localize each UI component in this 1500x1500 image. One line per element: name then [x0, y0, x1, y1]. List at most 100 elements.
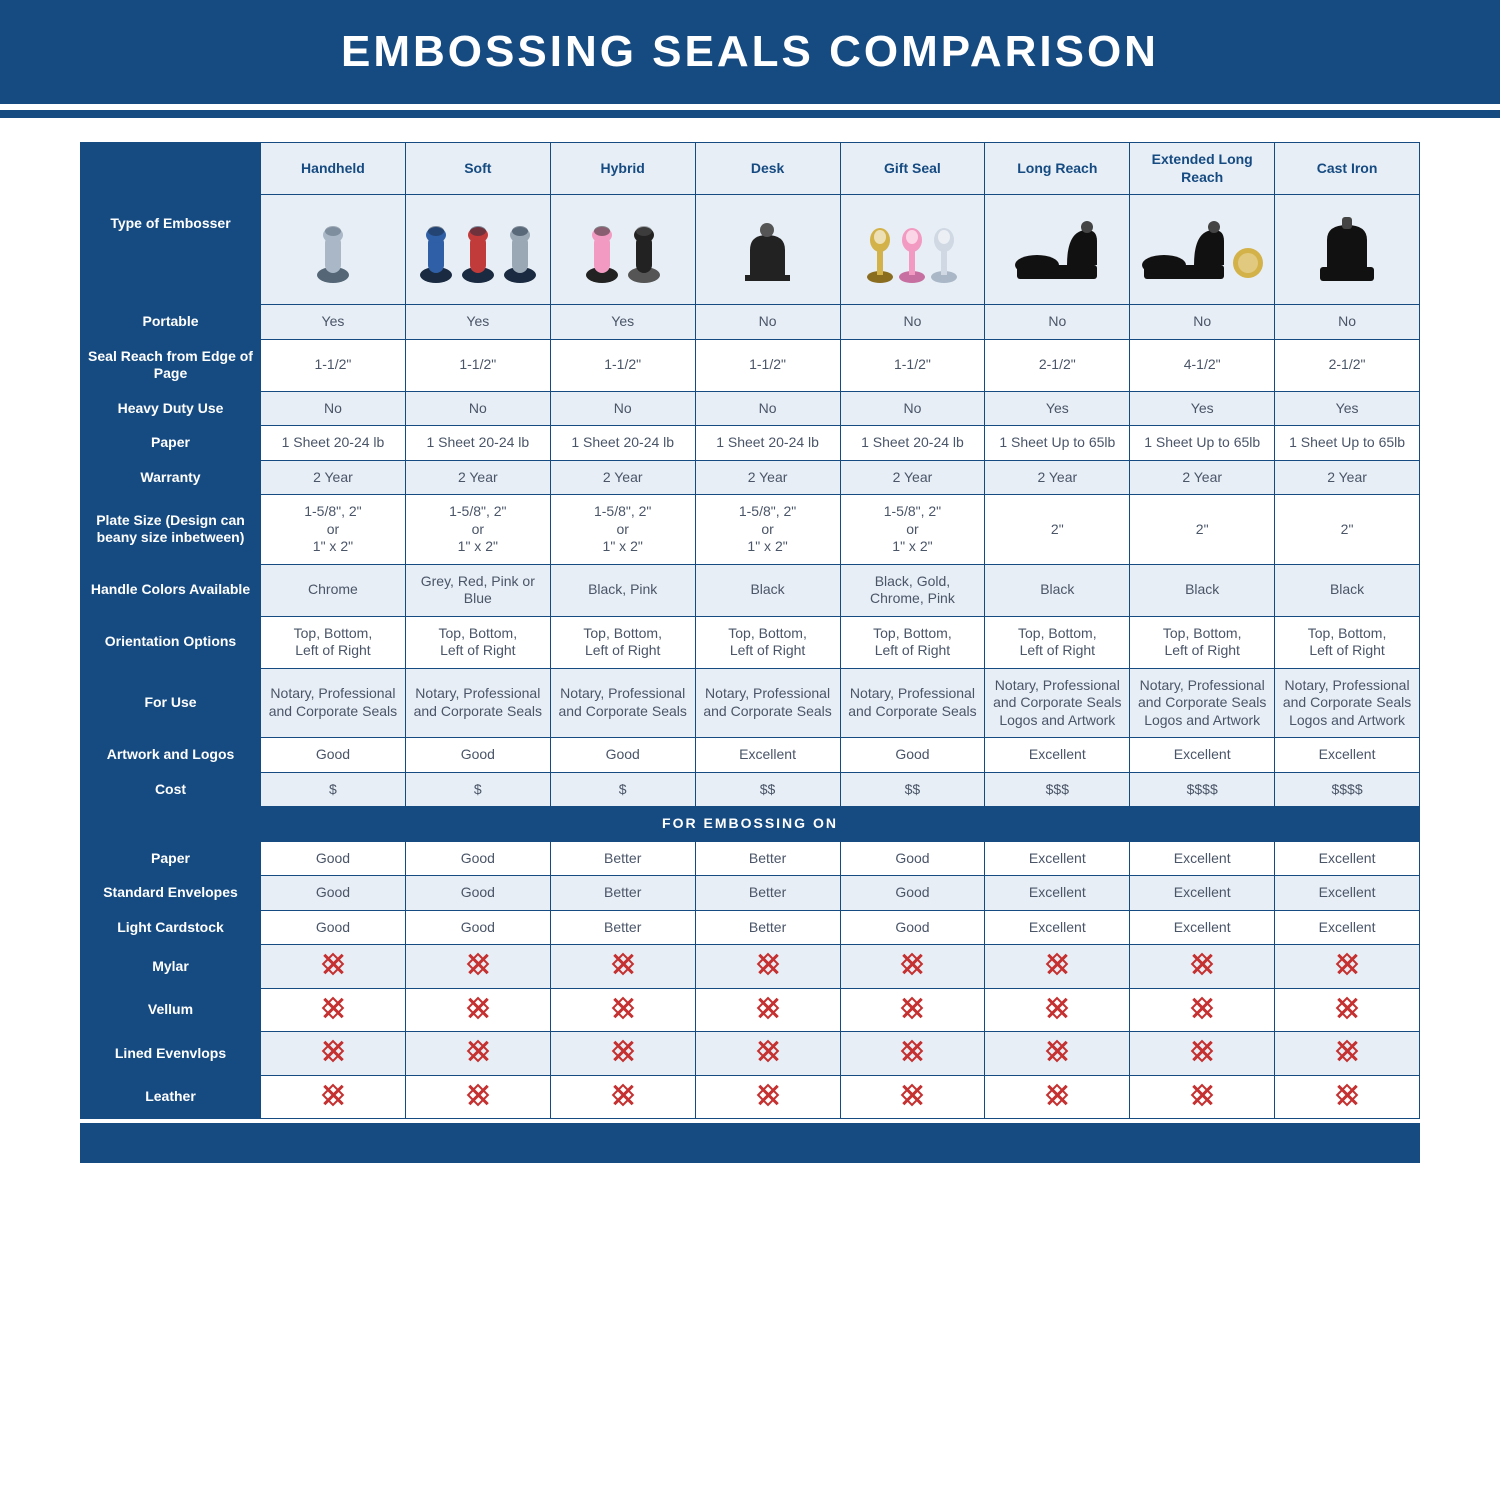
data-cell: Black [1275, 564, 1420, 616]
data-cell: Top, Bottom,Left of Right [1275, 616, 1420, 668]
data-cell: Black, Gold, Chrome, Pink [840, 564, 985, 616]
data-cell: Top, Bottom,Left of Right [985, 616, 1130, 668]
data-cell: No [405, 391, 550, 426]
column-header-row: Type of Embosser Handheld Soft Hybrid De… [81, 143, 1420, 195]
data-cell [985, 945, 1130, 989]
data-cell: $$$$ [1130, 772, 1275, 807]
row-label: Paper [81, 426, 261, 461]
table-head: Type of Embosser Handheld Soft Hybrid De… [81, 143, 1420, 305]
data-cell: 1-1/2" [261, 339, 406, 391]
data-cell: 2" [1130, 495, 1275, 565]
data-cell: Good [550, 738, 695, 773]
data-cell: 2 Year [550, 460, 695, 495]
no-icon [612, 1084, 634, 1106]
data-cell [1130, 945, 1275, 989]
data-cell [261, 1075, 406, 1119]
table-row: Vellum [81, 988, 1420, 1032]
data-cell: 1 Sheet Up to 65lb [985, 426, 1130, 461]
no-icon [1046, 997, 1068, 1019]
data-cell [840, 945, 985, 989]
table-row: Paper1 Sheet 20-24 lb1 Sheet 20-24 lb1 S… [81, 426, 1420, 461]
data-cell: No [840, 391, 985, 426]
data-cell [405, 1075, 550, 1119]
no-icon [322, 953, 344, 975]
product-image-desk [695, 195, 840, 305]
data-cell: Top, Bottom,Left of Right [261, 616, 406, 668]
gift-icon [847, 210, 979, 290]
product-image-extlongreach [1130, 195, 1275, 305]
data-cell [261, 945, 406, 989]
data-cell: Good [405, 738, 550, 773]
data-cell: Excellent [1130, 876, 1275, 911]
data-cell: Notary, Professional and Corporate Seals… [1130, 668, 1275, 738]
data-cell [840, 1032, 985, 1076]
data-cell [1130, 1032, 1275, 1076]
data-cell: Yes [405, 305, 550, 340]
product-image-longreach [985, 195, 1130, 305]
data-cell: 2 Year [985, 460, 1130, 495]
data-cell: Better [550, 910, 695, 945]
data-cell: 2-1/2" [985, 339, 1130, 391]
data-cell: Excellent [1275, 910, 1420, 945]
data-cell: Top, Bottom,Left of Right [1130, 616, 1275, 668]
row-label: Cost [81, 772, 261, 807]
data-cell: Notary, Professional and Corporate Seals [550, 668, 695, 738]
data-cell: 2 Year [1130, 460, 1275, 495]
data-cell: Black [1130, 564, 1275, 616]
data-cell: $ [550, 772, 695, 807]
no-icon [1191, 1040, 1213, 1062]
data-cell: Good [840, 876, 985, 911]
row-label: Vellum [81, 988, 261, 1032]
table-row: PaperGoodGoodBetterBetterGoodExcellentEx… [81, 841, 1420, 876]
data-cell [1275, 1032, 1420, 1076]
data-cell: 2-1/2" [1275, 339, 1420, 391]
no-icon [901, 1040, 923, 1062]
data-cell: $ [405, 772, 550, 807]
no-icon [467, 997, 489, 1019]
data-cell: 1 Sheet 20-24 lb [695, 426, 840, 461]
data-cell: 1 Sheet 20-24 lb [261, 426, 406, 461]
no-icon [467, 1084, 489, 1106]
data-cell: Excellent [1275, 841, 1420, 876]
no-icon [612, 997, 634, 1019]
data-cell: No [550, 391, 695, 426]
data-cell: Excellent [985, 876, 1130, 911]
data-cell [695, 945, 840, 989]
data-cell: No [695, 391, 840, 426]
data-cell: No [840, 305, 985, 340]
data-cell [695, 988, 840, 1032]
no-icon [1046, 1040, 1068, 1062]
data-cell: Good [840, 910, 985, 945]
data-cell: $$$$ [1275, 772, 1420, 807]
data-cell [985, 988, 1130, 1032]
handheld-icon [267, 210, 399, 290]
data-cell: Yes [1275, 391, 1420, 426]
table-row: Artwork and LogosGoodGoodGoodExcellentGo… [81, 738, 1420, 773]
col-head-2: Hybrid [550, 143, 695, 195]
data-cell: 2 Year [1275, 460, 1420, 495]
data-cell: Better [550, 876, 695, 911]
data-cell: $$ [840, 772, 985, 807]
row-label: Light Cardstock [81, 910, 261, 945]
no-icon [1336, 1040, 1358, 1062]
data-cell: Excellent [1275, 876, 1420, 911]
data-cell: 2 Year [840, 460, 985, 495]
no-icon [467, 953, 489, 975]
data-cell: Notary, Professional and Corporate Seals [695, 668, 840, 738]
col-head-5: Long Reach [985, 143, 1130, 195]
col-head-1: Soft [405, 143, 550, 195]
page-title: EMBOSSING SEALS COMPARISON [341, 27, 1159, 77]
data-cell: 1 Sheet Up to 65lb [1130, 426, 1275, 461]
data-cell: 1-5/8", 2"or1" x 2" [550, 495, 695, 565]
title-bar: EMBOSSING SEALS COMPARISON [0, 0, 1500, 110]
data-cell: 1-1/2" [840, 339, 985, 391]
no-icon [612, 953, 634, 975]
table-row: Seal Reach from Edge of Page1-1/2"1-1/2"… [81, 339, 1420, 391]
desk-icon [702, 210, 834, 290]
no-icon [1336, 1084, 1358, 1106]
section-title: FOR EMBOSSING ON [81, 807, 1420, 842]
table-row: Heavy Duty UseNoNoNoNoNoYesYesYes [81, 391, 1420, 426]
product-image-hybrid [550, 195, 695, 305]
row-label: Heavy Duty Use [81, 391, 261, 426]
row-label: Leather [81, 1075, 261, 1119]
